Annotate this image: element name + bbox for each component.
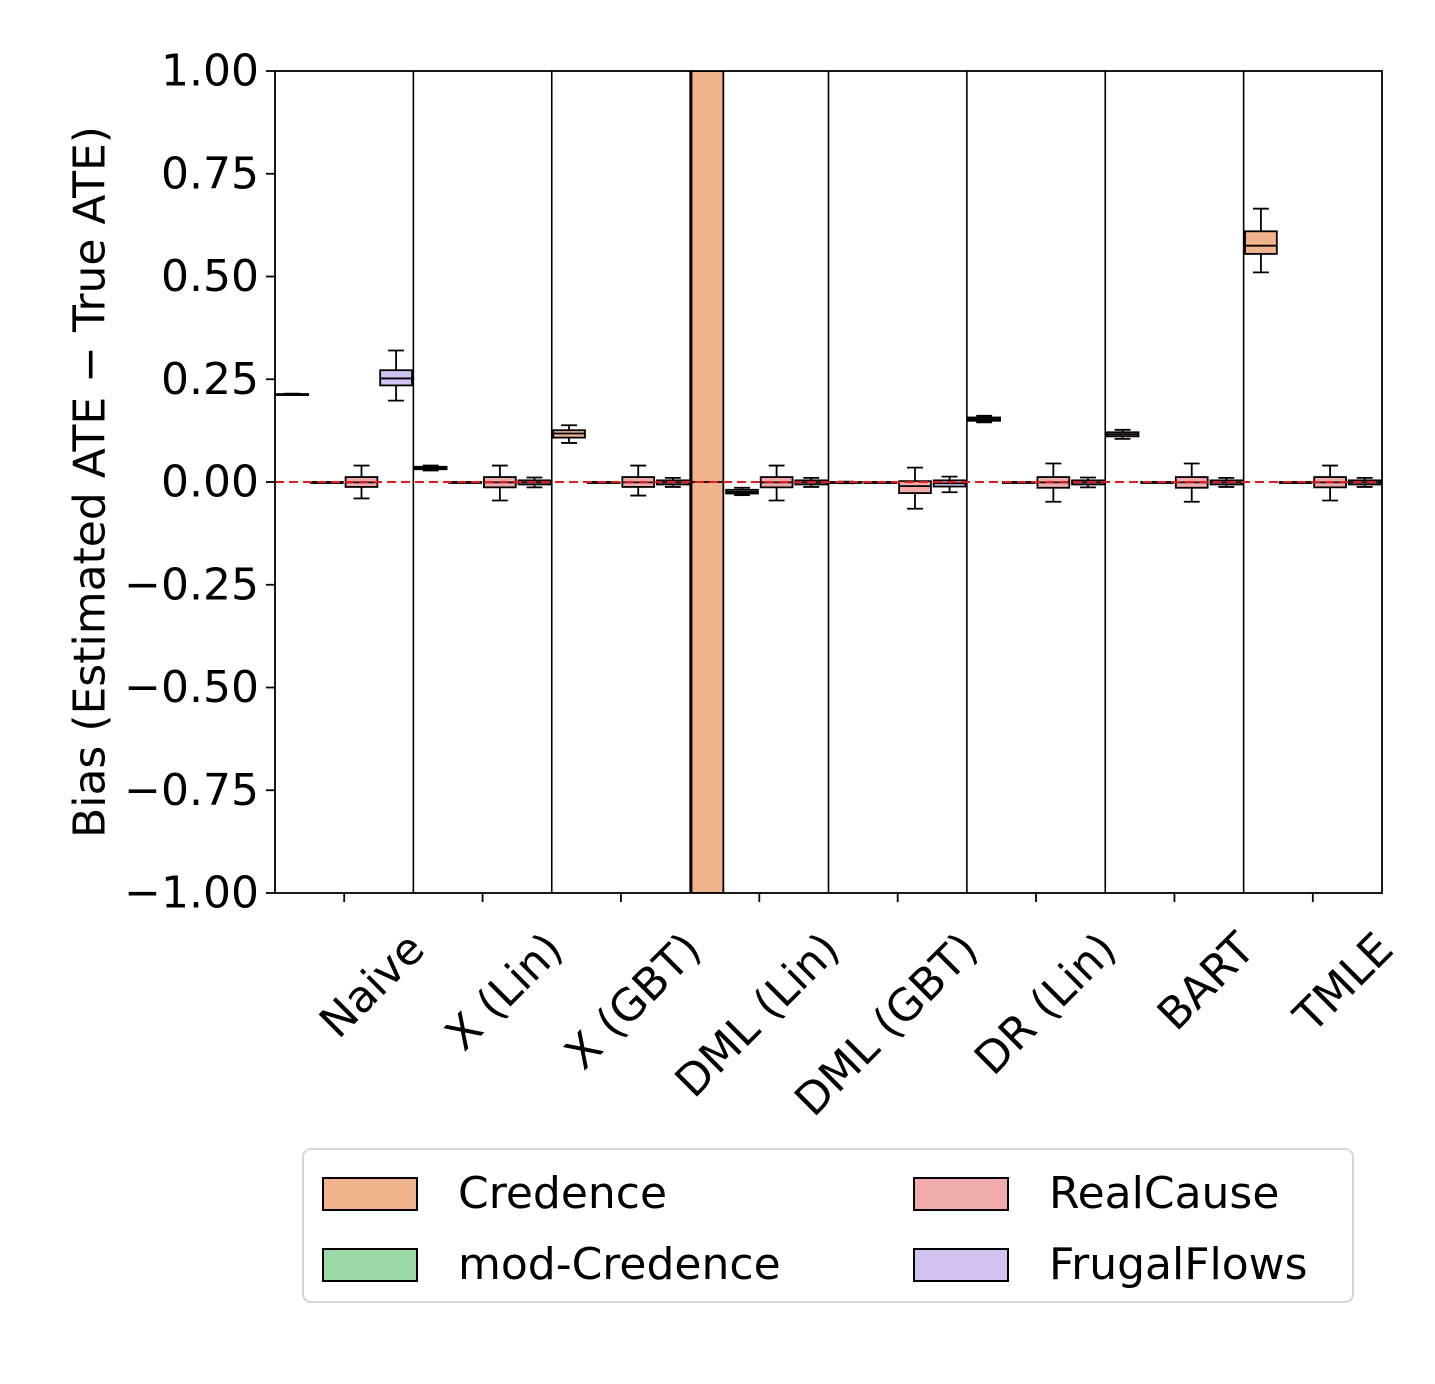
legend-swatch-frugalflows (913, 1247, 1009, 1282)
box-frugalflows-naive (379, 349, 413, 402)
y-tick-label: 1.00 (161, 46, 259, 97)
y-tick-label: 0.75 (161, 148, 259, 199)
box-body (1244, 230, 1278, 255)
box-body (898, 480, 932, 494)
box-frugalflows-dml-gbt (932, 475, 967, 494)
box-credence-bart (1105, 428, 1140, 440)
x-axis: Naive X (Lin)X (GBT)DML (Lin)DML (GBT)DR … (310, 893, 1403, 1126)
legend-label-frugalflows: FrugalFlows (1049, 1239, 1308, 1290)
legend: Credence mod-Credence RealCause FrugalFl… (302, 1148, 1354, 1303)
legend-item-frugalflows: FrugalFlows (913, 1239, 1308, 1290)
box-credence-x-gbt (552, 424, 586, 444)
legend-label-credence: Credence (458, 1168, 668, 1219)
y-tick-label: −0.50 (124, 662, 259, 713)
y-tick-label: 0.50 (161, 251, 259, 302)
box-realcause-dml-lin (759, 464, 794, 502)
legend-swatch-realcause (913, 1176, 1009, 1211)
box-credence-tmle (1244, 207, 1278, 274)
legend-swatch-mod-credence (322, 1247, 418, 1282)
y-tick-label: 0.25 (161, 354, 259, 405)
legend-item-mod-credence: mod-Credence (322, 1239, 781, 1290)
x-tick-label-dr-lin: DR (Lin) (965, 923, 1127, 1085)
box-realcause-x-lin (483, 464, 517, 502)
x-tick-label-naive: Naive (310, 923, 435, 1048)
y-tick-label: 0.00 (161, 457, 259, 508)
plot-content (275, 71, 1382, 893)
legend-label-realcause: RealCause (1049, 1168, 1280, 1219)
y-axis-label: Bias (Estimated ATE − True ATE) (65, 126, 116, 838)
legend-label-mod-credence: mod-Credence (458, 1239, 781, 1290)
box-realcause-tmle (1313, 464, 1347, 502)
y-tick-label: −0.75 (124, 765, 259, 816)
legend-swatch-credence (322, 1176, 418, 1211)
x-tick-label-bart: BART (1148, 923, 1265, 1040)
y-tick-label: −0.25 (124, 559, 259, 610)
legend-item-realcause: RealCause (913, 1168, 1279, 1219)
plot-area (274, 70, 1383, 894)
box-mod-credence-dml-lin (725, 486, 759, 497)
y-tick-label: −1.00 (124, 868, 259, 919)
legend-item-credence: Credence (322, 1168, 667, 1219)
box-realcause-x-gbt (621, 464, 656, 497)
x-tick-label-x-lin: X (Lin) (436, 923, 573, 1060)
box-realcause-dml-gbt (898, 466, 932, 510)
x-tick-label-tmle: TMLE (1284, 923, 1404, 1043)
box-credence-naive (275, 392, 310, 396)
box-credence-dr-lin (967, 414, 1001, 424)
box-credence-x-lin (413, 464, 448, 472)
y-axis: 1.00 0.75 0.50 0.25 0.00 −0.25 −0.50 −0.75 −1.00 (124, 46, 275, 919)
chart: Naive X (Lin)X (GBT)DML (Lin)DML (GBT)DR … (65, 46, 1404, 1127)
